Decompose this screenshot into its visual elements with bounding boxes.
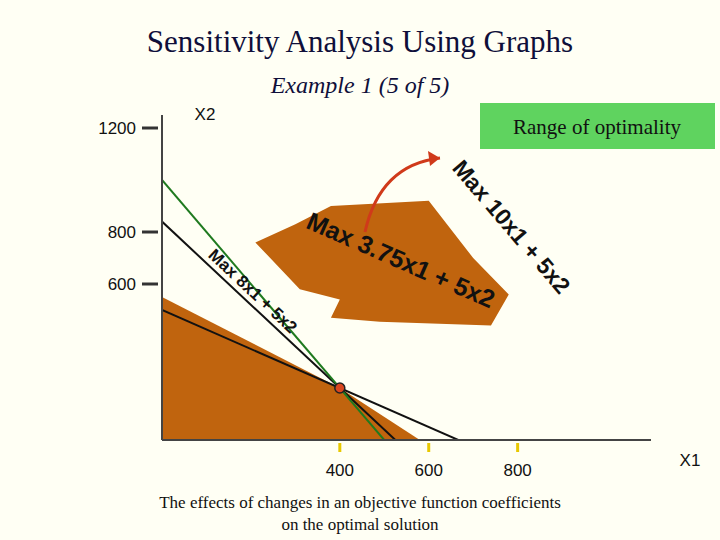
background [0,0,720,540]
objective-label: Max 10x1 + 5x2 [447,155,575,299]
subtitle: Example 1 (5 of 5) [270,72,450,98]
y-tick [142,127,158,130]
title: Sensitivity Analysis Using Graphs [147,24,573,59]
arrow-head [428,151,440,166]
x-tick-label: 800 [503,461,531,480]
x-axis [162,439,651,441]
annotation-box [480,103,715,149]
y-tick [142,231,158,234]
annotation: Range of optimality [513,115,681,139]
caption: The effects of changes in an objective f… [159,493,561,512]
objective-line [162,180,651,440]
x-tick-label: 400 [326,461,354,480]
x-tick-label: 600 [415,461,443,480]
feasible-region [255,201,508,326]
objective-line [162,310,651,440]
axes: 400 600 800 600 800 1200 X1 X2 [98,105,700,480]
plot-marks [162,180,651,440]
objective-label: Max 8x1 + 5x2 [205,245,301,337]
x-axis-label: X1 [680,451,701,470]
y-tick [142,283,158,286]
x-tick [338,443,341,452]
x-tick [427,443,430,452]
caption: on the optimal solution [281,515,439,534]
objective-label: Max 3.75x1 + 5x2 [303,206,499,313]
chart: Sensitivity Analysis Using Graphs Example… [0,0,720,540]
optimal-point [335,383,345,393]
x-tick [516,443,519,452]
y-axis [161,115,163,440]
y-tick-label: 600 [108,275,136,294]
y-tick-label: 1200 [98,119,136,138]
y-tick-label: 800 [108,223,136,242]
arrow [365,158,440,232]
y-axis-label: X2 [195,105,216,124]
